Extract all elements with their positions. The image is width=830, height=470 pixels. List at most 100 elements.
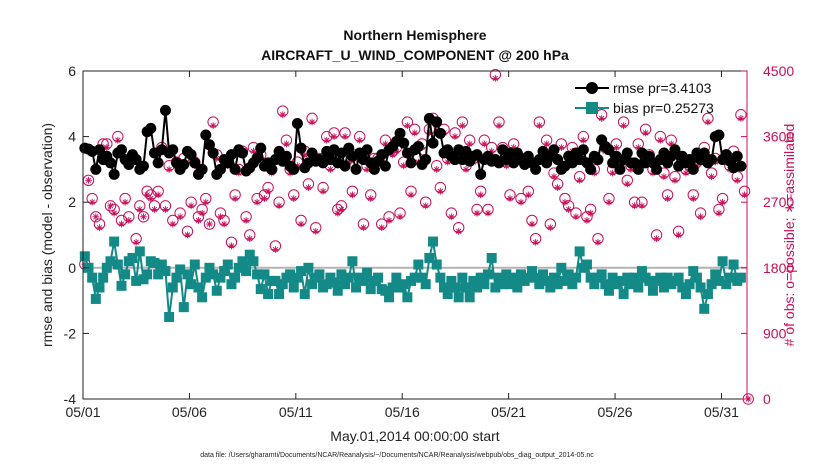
bias-point bbox=[475, 272, 486, 283]
bias-point bbox=[636, 266, 647, 277]
rmse-point bbox=[603, 144, 615, 156]
left-axis-ticks: -4 -2 0 2 4 6 bbox=[64, 63, 89, 407]
bias-point bbox=[574, 246, 585, 257]
bias-point bbox=[446, 275, 457, 286]
obs-assimilated-point bbox=[246, 235, 254, 243]
bias-point bbox=[724, 272, 735, 283]
bias-point bbox=[277, 279, 288, 290]
right-tick-label: 4500 bbox=[763, 63, 794, 79]
obs-assimilated-point bbox=[715, 209, 723, 217]
bias-point bbox=[259, 269, 270, 280]
rmse-point bbox=[427, 137, 439, 149]
obs-assimilated-point bbox=[583, 217, 591, 224]
rmse-point bbox=[291, 117, 303, 129]
legend-bias-marker bbox=[586, 102, 598, 114]
bias-point bbox=[365, 284, 376, 295]
bias-point bbox=[702, 289, 713, 300]
x-tick-label: 05/21 bbox=[491, 404, 526, 420]
bias-point bbox=[307, 279, 318, 290]
bias-point bbox=[435, 272, 446, 283]
bias-point bbox=[442, 289, 453, 300]
rmse-point bbox=[189, 157, 201, 169]
rmse-point bbox=[343, 142, 355, 154]
obs-assimilated-point bbox=[209, 122, 217, 130]
rmse-point bbox=[412, 140, 424, 152]
bias-point bbox=[343, 272, 354, 283]
obs-assimilated-point bbox=[378, 224, 386, 232]
bias-point bbox=[288, 282, 299, 293]
x-axis-ticks: 05/01 05/06 05/11 05/16 05/21 05/26 05/31 bbox=[65, 71, 739, 420]
obs-assimilated-point bbox=[546, 224, 554, 232]
rmse-point bbox=[295, 142, 307, 154]
rmse-point bbox=[552, 154, 564, 166]
rmse-point bbox=[434, 127, 446, 139]
rmse-point bbox=[159, 104, 171, 116]
bias-point bbox=[633, 282, 644, 293]
bias-point bbox=[699, 303, 710, 314]
x-axis-label: May.01,2014 00:00:00 start bbox=[330, 428, 500, 444]
right-tick-label: 1800 bbox=[763, 260, 794, 276]
bias-point bbox=[735, 272, 746, 283]
obs-assimilated-point bbox=[660, 173, 668, 181]
obs-assimilated-point bbox=[638, 202, 646, 210]
bias-point bbox=[215, 272, 226, 283]
rmse-point bbox=[130, 154, 142, 166]
obs-assimilated-point bbox=[136, 206, 144, 213]
rmse-point bbox=[93, 144, 105, 156]
bias-point bbox=[321, 279, 332, 290]
bias-point bbox=[461, 282, 472, 293]
obs-assimilated-point bbox=[697, 213, 704, 221]
left-tick-label: -2 bbox=[64, 325, 77, 341]
bias-point bbox=[644, 275, 655, 286]
bias-point bbox=[263, 289, 274, 300]
bias-point bbox=[189, 259, 200, 270]
obs-assimilated-point bbox=[737, 114, 745, 122]
obs-assimilated-point bbox=[484, 209, 492, 217]
rmse-series bbox=[79, 104, 747, 180]
obs-assimilated-point bbox=[561, 198, 569, 206]
obs-assimilated-point bbox=[176, 213, 184, 221]
bias-point bbox=[545, 282, 556, 293]
bias-point bbox=[523, 272, 534, 283]
obs-assimilated-point bbox=[664, 195, 672, 202]
bias-point bbox=[625, 279, 636, 290]
bias-point bbox=[90, 293, 101, 304]
obs-assimilated-point bbox=[228, 242, 235, 250]
obs-assimilated-point bbox=[462, 166, 470, 173]
bias-point bbox=[563, 269, 574, 280]
obs-possible-point bbox=[104, 200, 117, 212]
bias-point bbox=[537, 269, 548, 280]
obs-assimilated-point bbox=[532, 238, 540, 246]
plot-frame bbox=[82, 70, 748, 400]
obs-assimilated-point bbox=[279, 111, 287, 119]
obs-assimilated-point bbox=[334, 209, 342, 217]
obs-assimilated-point bbox=[118, 220, 125, 228]
bias-point bbox=[614, 275, 625, 286]
obs-assimilated-point bbox=[110, 209, 118, 217]
obs-assimilated-point bbox=[400, 162, 408, 170]
bias-point bbox=[398, 279, 409, 290]
x-tick-label: 05/01 bbox=[65, 404, 100, 420]
rmse-point bbox=[200, 129, 212, 141]
obs-assimilated-point bbox=[524, 191, 532, 199]
obs-assimilated-point bbox=[323, 136, 331, 144]
bias-point bbox=[567, 279, 578, 290]
rmse-point bbox=[167, 144, 179, 156]
obs-assimilated-point bbox=[579, 136, 587, 144]
bias-point bbox=[515, 269, 526, 280]
bias-point bbox=[420, 279, 431, 290]
obs-assimilated-point bbox=[554, 184, 562, 192]
obs-assimilated-point bbox=[92, 213, 100, 221]
obs-assimilated-point bbox=[107, 202, 114, 210]
obs-assimilated-point bbox=[605, 198, 613, 206]
rmse-point bbox=[203, 139, 215, 151]
bias-point bbox=[384, 292, 395, 303]
bias-point bbox=[439, 282, 450, 293]
rmse-point bbox=[592, 154, 604, 166]
bias-point bbox=[424, 252, 435, 263]
obs-assimilated-point bbox=[433, 166, 441, 173]
bias-point bbox=[134, 246, 145, 257]
rmse-point bbox=[687, 163, 699, 175]
bias-point bbox=[684, 279, 695, 290]
bias-point bbox=[373, 272, 384, 283]
